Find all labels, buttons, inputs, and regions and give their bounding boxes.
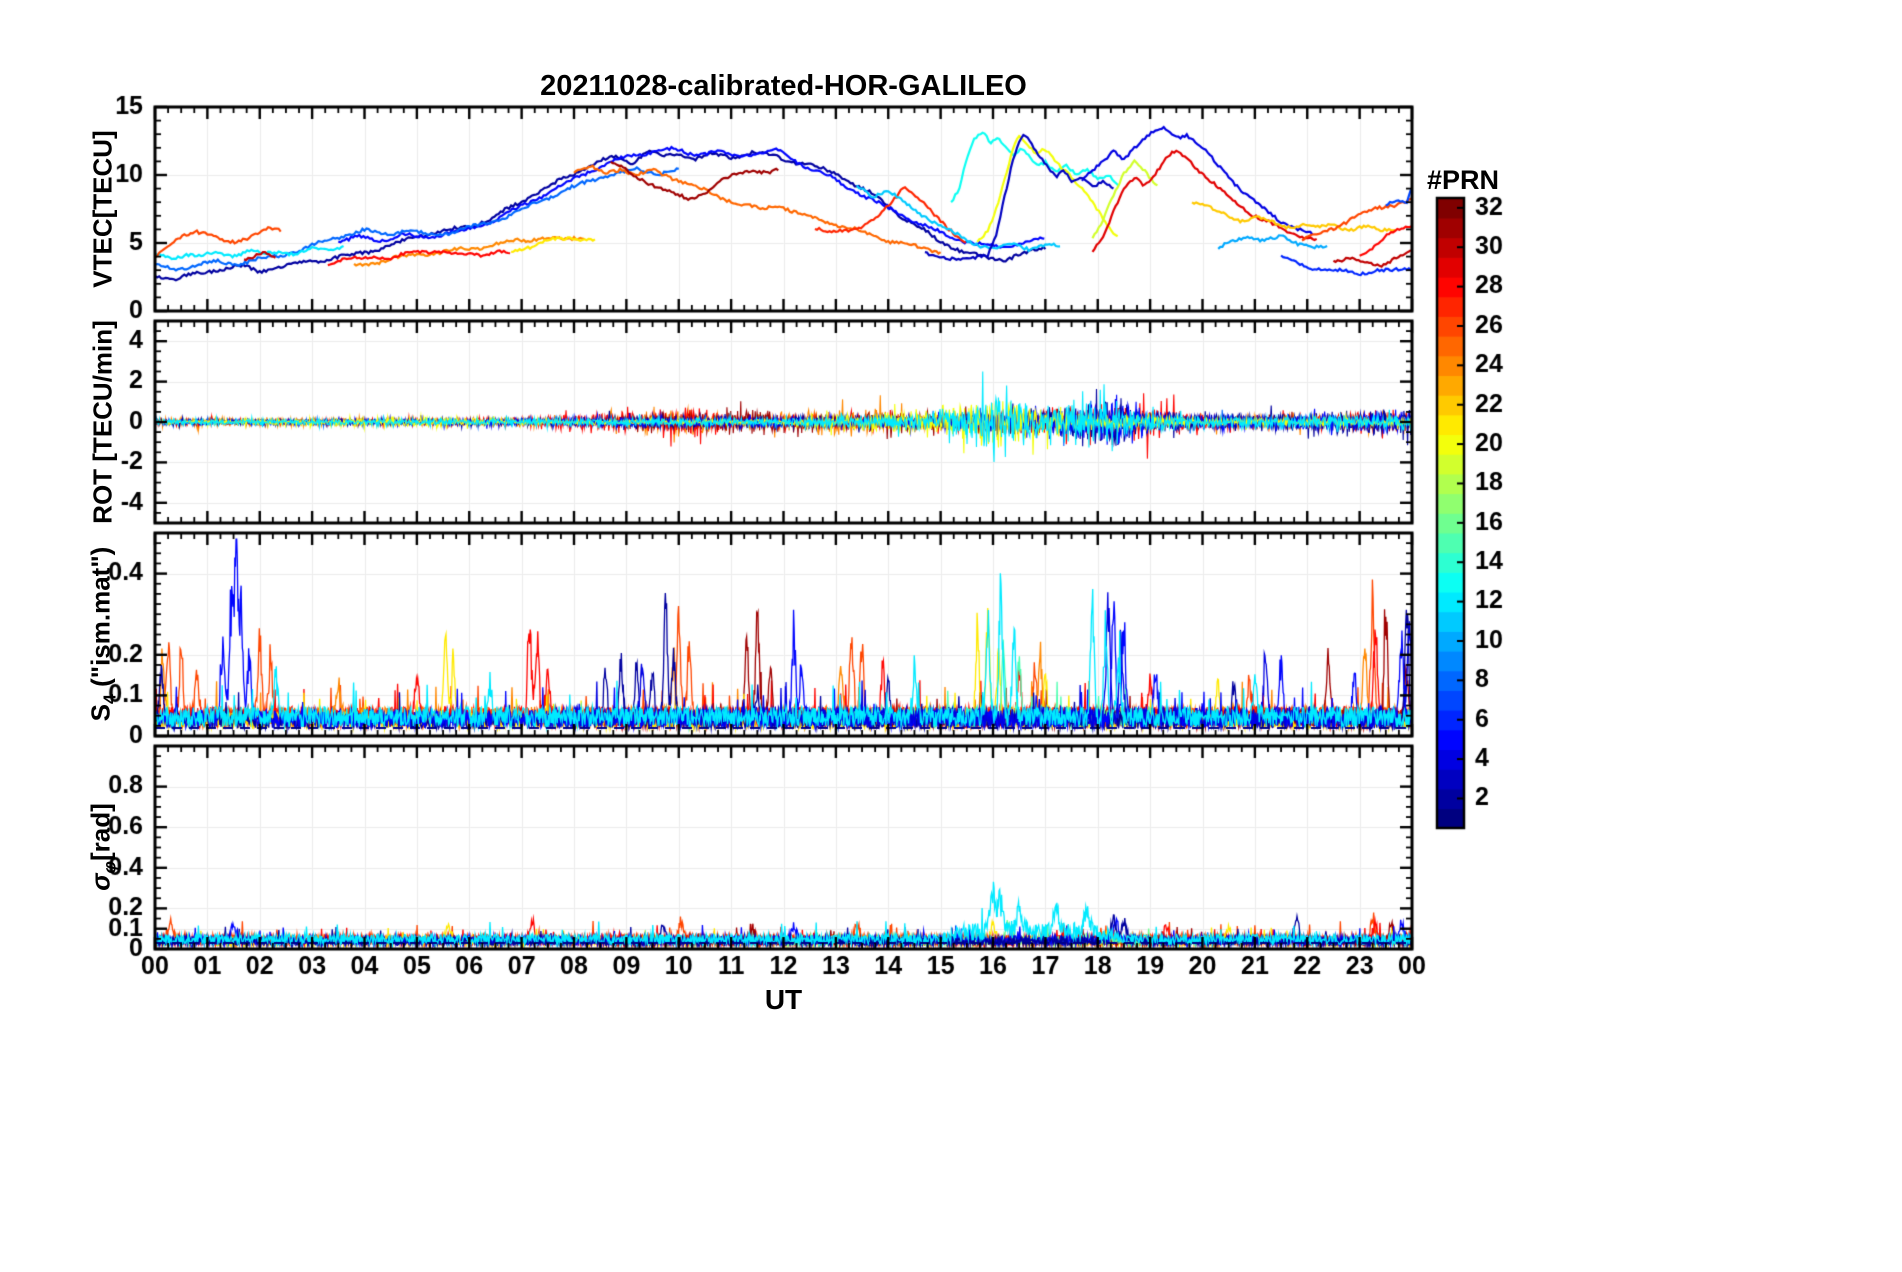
chart-title: 20211028-calibrated-HOR-GALILEO xyxy=(540,70,1027,102)
y-axis-label-sigma-phi: σφ[rad] xyxy=(85,803,120,890)
colorbar-title: #PRN xyxy=(1426,165,1500,195)
y-axis-label-rot: ROT [TECU/min] xyxy=(88,320,119,524)
x-axis-label-ut: UT xyxy=(764,984,803,1015)
y-axis-label-sigma-sub: φ xyxy=(99,861,120,874)
y-axis-label-s4-pre: S xyxy=(85,703,116,722)
y-axis-label-s4-sub: 4 xyxy=(99,694,120,704)
y-axis-label-vtec-text: VTEC[TECU] xyxy=(87,130,118,288)
y-axis-label-sigma-pre: σ xyxy=(85,873,116,891)
y-axis-label-s4-post: ("ism.mat") xyxy=(85,546,116,695)
y-axis-label-vtec: VTEC[TECU] xyxy=(88,130,119,287)
y-axis-label-s4: S4 ("ism.mat") xyxy=(85,547,120,722)
y-axis-label-sigma-post: [rad] xyxy=(85,803,116,862)
y-axis-label-rot-text: ROT [TECU/min] xyxy=(87,320,118,524)
